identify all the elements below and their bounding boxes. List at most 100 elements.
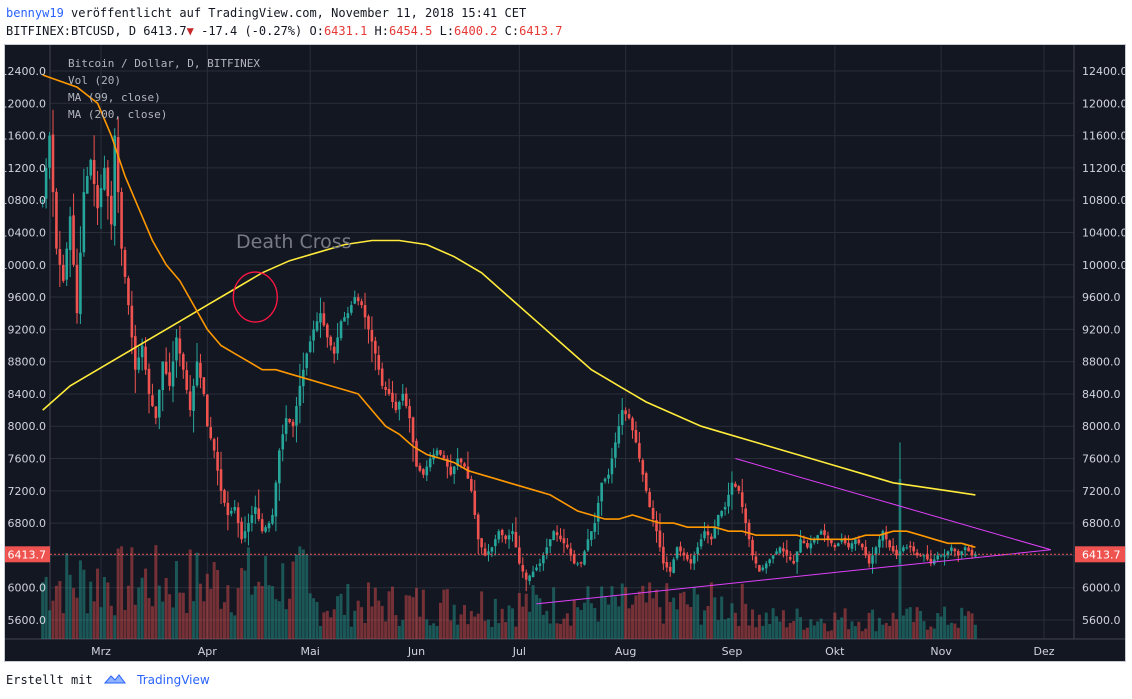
y-tick-label-left: 8000.0 bbox=[8, 420, 47, 433]
candle-body bbox=[802, 540, 806, 544]
candle-body bbox=[583, 551, 586, 565]
candle-body bbox=[497, 531, 501, 540]
candle-body bbox=[319, 313, 322, 323]
volume-bar bbox=[421, 589, 425, 639]
candle-body bbox=[106, 167, 110, 197]
volume-bar bbox=[48, 610, 52, 639]
volume-bar bbox=[754, 627, 758, 639]
volume-bar bbox=[432, 623, 436, 639]
y-tick-label-right: 5600.0 bbox=[1082, 614, 1121, 627]
volume-bar bbox=[363, 622, 367, 639]
volume-bar bbox=[92, 601, 96, 639]
volume-bar bbox=[644, 602, 648, 639]
candle-body bbox=[915, 552, 919, 556]
candle-body bbox=[267, 523, 271, 529]
volume-bar bbox=[908, 607, 912, 639]
candle-body bbox=[404, 393, 408, 407]
author-link[interactable]: bennyw19 bbox=[6, 6, 64, 20]
volume-bar bbox=[555, 623, 559, 639]
volume-bar bbox=[867, 612, 871, 639]
volume-bar bbox=[449, 620, 453, 639]
volume-bar bbox=[360, 607, 364, 639]
volume-bar bbox=[709, 582, 713, 639]
volume-bar bbox=[589, 603, 593, 639]
volume-bar bbox=[212, 562, 216, 639]
volume-bar bbox=[198, 583, 202, 639]
volume-bar bbox=[857, 621, 861, 639]
candle-body bbox=[775, 551, 778, 554]
volume-bar bbox=[576, 607, 580, 639]
candle-body bbox=[65, 248, 69, 280]
candle-body bbox=[943, 555, 946, 557]
candle-body bbox=[61, 264, 65, 281]
candle-body bbox=[812, 539, 816, 543]
volume-bar bbox=[68, 574, 72, 639]
candle-body bbox=[878, 539, 881, 548]
candle-body bbox=[408, 406, 411, 419]
candle-body bbox=[264, 527, 267, 532]
volume-bar bbox=[682, 591, 686, 639]
candle-body bbox=[442, 455, 446, 459]
volume-bar bbox=[778, 621, 782, 639]
candle-body bbox=[672, 559, 675, 573]
candle-body bbox=[627, 414, 631, 419]
volume-bar bbox=[737, 626, 741, 639]
candle-body bbox=[370, 330, 374, 342]
candle-body bbox=[559, 535, 562, 540]
candle-body bbox=[51, 134, 55, 193]
volume-bar bbox=[552, 587, 556, 639]
candle-body bbox=[737, 486, 741, 491]
candle-body bbox=[401, 393, 405, 401]
candle-body bbox=[435, 450, 439, 456]
volume-bar bbox=[703, 610, 707, 639]
candle-body bbox=[799, 539, 802, 553]
volume-bar bbox=[943, 606, 947, 639]
candle-body bbox=[665, 562, 669, 568]
chart-frame[interactable]: Death Cross 12400.0 12400.0 12000.0 12000.0 1… bbox=[4, 44, 1126, 662]
volume-bar bbox=[209, 588, 213, 639]
candle-body bbox=[380, 368, 384, 386]
volume-bar bbox=[322, 612, 326, 639]
open-label: O: bbox=[309, 24, 324, 38]
volume-bar bbox=[504, 622, 508, 639]
candle-body bbox=[113, 135, 117, 226]
candle-body bbox=[950, 547, 953, 552]
candle-body bbox=[531, 571, 535, 578]
candle-body bbox=[699, 539, 703, 547]
volume-bar bbox=[473, 616, 477, 639]
volume-bar bbox=[356, 600, 360, 639]
volume-bar bbox=[637, 591, 641, 639]
volume-bar bbox=[600, 586, 604, 639]
volume-bar bbox=[353, 610, 357, 639]
candle-body bbox=[792, 560, 795, 564]
y-tick-label-right: 12000.0 bbox=[1082, 97, 1125, 110]
volume-bar bbox=[517, 592, 521, 639]
price-chart[interactable]: Death Cross 12400.0 12400.0 12000.0 12000.0 1… bbox=[5, 45, 1125, 661]
candle-body bbox=[734, 483, 737, 487]
volume-bar bbox=[233, 615, 237, 639]
candle-body bbox=[761, 567, 765, 571]
death-cross-circle bbox=[232, 271, 278, 323]
volume-bar bbox=[812, 625, 816, 639]
candle-body bbox=[411, 417, 415, 443]
candle-body bbox=[55, 191, 58, 249]
candle-body bbox=[511, 531, 514, 535]
candle-body bbox=[206, 394, 209, 427]
volume-bar bbox=[819, 618, 823, 639]
volume-bar bbox=[627, 608, 631, 639]
volume-bar bbox=[253, 586, 257, 639]
candle-body bbox=[610, 458, 614, 475]
volume-bar bbox=[847, 629, 851, 639]
volume-bar bbox=[130, 547, 134, 639]
legend-entry: Bitcoin / Dollar, D, BITFINEX bbox=[68, 57, 260, 70]
volume-bar bbox=[480, 591, 484, 639]
candle-body bbox=[600, 482, 603, 502]
volume-bar bbox=[723, 619, 727, 639]
publication-line: bennyw19 veröffentlicht auf TradingView.… bbox=[6, 6, 526, 20]
tradingview-link[interactable]: TradingView bbox=[137, 673, 210, 687]
candle-body bbox=[686, 554, 689, 560]
candle-body bbox=[888, 540, 891, 548]
candle-body bbox=[151, 395, 154, 407]
x-tick-label: Jun bbox=[407, 645, 425, 658]
candle-body bbox=[874, 547, 878, 555]
